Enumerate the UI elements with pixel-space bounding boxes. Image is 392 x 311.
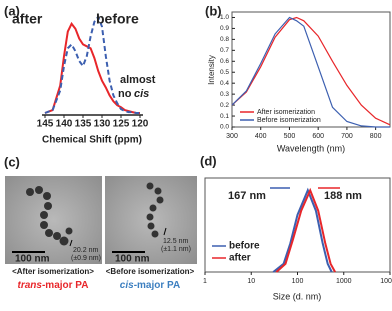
scale-bar-label: 100 nm: [15, 254, 50, 265]
tem-image: [105, 176, 197, 264]
x-tick-label: 800: [370, 133, 382, 140]
size-error: (±1.1 nm): [161, 246, 191, 253]
tem-image: [5, 176, 102, 264]
legend-label: After isomerization: [257, 109, 315, 116]
annotation: cis: [134, 88, 149, 100]
x-tick-label: 145: [37, 119, 54, 130]
series-label: after: [12, 11, 43, 27]
x-tick-label: 500: [284, 133, 296, 140]
legend-label: before: [229, 241, 260, 252]
x-tick-label: 100: [292, 278, 304, 285]
scale-bar-label: 100 nm: [115, 254, 150, 265]
y-tick-label: 0.6: [220, 58, 229, 65]
panel-label: (a): [4, 3, 20, 18]
y-tick-label: 0.4: [220, 80, 229, 87]
isomer: trans: [18, 280, 43, 291]
x-axis-title: Wavelength (nm): [277, 143, 345, 153]
caption: <After isomerization>: [12, 267, 94, 276]
y-tick-label: 1.0: [220, 14, 229, 21]
series-line: [44, 21, 140, 114]
caption-isomer: trans-major PA: [18, 280, 89, 291]
isomer-rest: -major PA: [134, 280, 181, 291]
plot-frame: [231, 11, 391, 128]
x-tick-label: 130: [94, 119, 111, 130]
x-tick-label: 1: [203, 278, 207, 285]
y-tick-label: 0.3: [220, 91, 229, 98]
annotation: 167 nm: [228, 190, 266, 202]
x-tick-label: 10: [247, 278, 255, 285]
y-tick-label: 0.1: [220, 113, 229, 120]
y-tick-label: 0.9: [220, 25, 229, 32]
y-tick-label: 0.7: [220, 47, 229, 54]
caption: <Before isomerization>: [106, 267, 195, 276]
y-tick-label: 0.5: [220, 69, 229, 76]
series-line: [272, 187, 333, 273]
panel-label: (b): [205, 3, 222, 18]
y-tick-label: 0.0: [220, 124, 229, 131]
y-tick-label: 0.2: [220, 102, 229, 109]
x-tick-label: 10000: [380, 278, 392, 285]
x-tick-label: 140: [56, 119, 73, 130]
panel-label: (c): [4, 154, 20, 169]
y-tick-label: 0.8: [220, 36, 229, 43]
x-axis-title: Chemical Shift (ppm): [42, 135, 142, 146]
series-line: [275, 187, 336, 273]
annotation: 188 nm: [324, 190, 362, 202]
x-tick-label: 135: [75, 119, 92, 130]
x-tick-label: 400: [255, 133, 267, 140]
caption-isomer: cis-major PA: [120, 280, 180, 291]
isomer-rest: -major PA: [42, 280, 89, 291]
x-tick-label: 300: [226, 133, 238, 140]
annotation: no: [118, 88, 132, 100]
series-label: before: [96, 11, 139, 27]
x-tick-label: 125: [113, 119, 130, 130]
series-line: [231, 16, 391, 126]
size-error: (±0.9 nm): [71, 255, 101, 262]
annotation: almost: [120, 74, 156, 86]
size-label: 12.5 nm: [163, 238, 188, 245]
x-tick-label: 700: [341, 133, 353, 140]
series-line: [231, 16, 390, 128]
x-axis-title: Size (d. nm): [273, 291, 322, 301]
panel-label: (d): [200, 153, 217, 168]
y-axis-title: Intensity: [207, 55, 216, 85]
x-tick-label: 1000: [336, 278, 352, 285]
legend-label: after: [229, 253, 251, 264]
x-tick-label: 120: [132, 119, 149, 130]
size-label: 20.2 nm: [73, 247, 98, 254]
x-tick-label: 600: [312, 133, 324, 140]
legend-label: Before isomerization: [257, 117, 321, 124]
isomer: cis: [120, 280, 134, 291]
